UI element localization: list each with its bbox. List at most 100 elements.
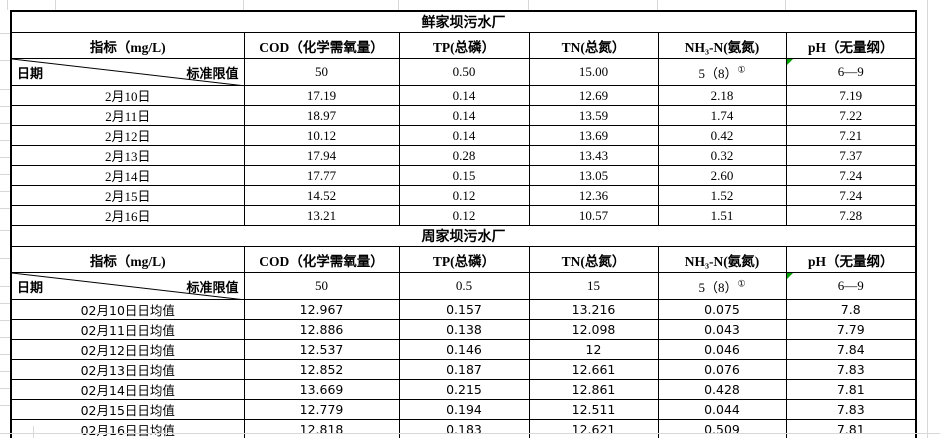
spreadsheet-gridline xyxy=(0,303,10,304)
data-row: 2月13日 17.94 0.28 13.43 0.32 7.37 xyxy=(10,145,917,166)
spreadsheet-gridline xyxy=(0,191,10,192)
value-cell: 18.97 xyxy=(243,105,400,126)
spreadsheet-gridline xyxy=(243,0,244,10)
value-cell: 12.36 xyxy=(528,185,659,206)
value-cell: 0.42 xyxy=(657,125,787,146)
spreadsheet-gridline xyxy=(0,140,10,141)
green-corner-flag-icon xyxy=(787,273,793,279)
spreadsheet-gridline xyxy=(0,123,10,124)
value-cell: 1.52 xyxy=(657,185,787,206)
spreadsheet-gridline xyxy=(0,371,10,372)
spreadsheet-gridline xyxy=(0,405,10,406)
column-header-cod: COD（化学需氧量） xyxy=(243,32,400,59)
spreadsheet-gridline xyxy=(0,286,10,287)
data-row: 02月14日日均值 13.669 0.215 12.861 0.428 7.81 xyxy=(10,379,917,400)
value-cell: 12.098 xyxy=(528,319,659,340)
date-cell: 02月11日日均值 xyxy=(10,319,245,340)
date-cell: 2月13日 xyxy=(10,145,245,166)
data-row: 2月12日 10.12 0.14 13.69 0.42 7.21 xyxy=(10,125,917,146)
value-cell: 12.852 xyxy=(243,359,400,380)
value-cell: 0.215 xyxy=(398,379,530,400)
value-cell: 0.428 xyxy=(657,379,787,400)
spreadsheet-gridline xyxy=(33,426,34,438)
corner-date-label: 日期 xyxy=(17,65,44,81)
value-cell: 12.537 xyxy=(243,339,400,360)
spreadsheet-gridline xyxy=(55,0,56,10)
date-cell: 2月15日 xyxy=(10,185,245,206)
spreadsheet-gridline xyxy=(0,354,10,355)
value-cell: 0.183 xyxy=(398,419,530,438)
corner-limit-label: 标准限值 xyxy=(186,65,239,81)
date-cell: 02月15日日均值 xyxy=(10,399,245,420)
value-cell: 17.77 xyxy=(243,165,400,186)
value-cell: 13.43 xyxy=(528,145,659,166)
value-cell: 10.57 xyxy=(528,205,659,226)
limit-value-text: 5（8） xyxy=(698,279,738,295)
spreadsheet-gridline xyxy=(0,230,10,231)
limit-value-tn: 15 xyxy=(528,272,659,300)
value-cell: 14.52 xyxy=(243,185,400,206)
column-header-ph: pH（无量纲） xyxy=(785,32,917,59)
date-cell: 02月12日日均值 xyxy=(10,339,245,360)
corner-date-label: 日期 xyxy=(17,279,44,295)
value-cell: 1.74 xyxy=(657,105,787,126)
value-cell: 12.779 xyxy=(243,399,400,420)
water-quality-report: 鲜家坝污水厂 指标（mg/L) COD（化学需氧量） TP(总磷） TN(总氮）… xyxy=(10,10,917,438)
spreadsheet-gridline xyxy=(528,0,529,10)
date-limit-corner-cell: 日期 标准限值 xyxy=(10,272,245,300)
column-header-tp: TP(总磷） xyxy=(398,246,530,273)
value-cell: 7.22 xyxy=(785,105,917,126)
value-cell: 17.94 xyxy=(243,145,400,166)
spreadsheet-gridline xyxy=(657,0,658,10)
spreadsheet-gridline xyxy=(0,388,10,389)
limit-value-text: 6—9 xyxy=(837,64,864,79)
spreadsheet-gridline xyxy=(0,106,10,107)
value-cell: 7.19 xyxy=(785,85,917,106)
column-header-tn: TN(总氮） xyxy=(528,246,659,273)
plant-2-data-rows: 02月10日日均值 12.967 0.157 13.216 0.075 7.8 02月11日… xyxy=(10,299,917,438)
limit-value-tp: 0.5 xyxy=(398,272,530,300)
value-cell: 13.669 xyxy=(243,379,400,400)
value-cell: 0.12 xyxy=(398,205,530,226)
value-cell: 0.12 xyxy=(398,185,530,206)
value-cell: 0.187 xyxy=(398,359,530,380)
value-cell: 2.60 xyxy=(657,165,787,186)
column-header-cod: COD（化学需氧量） xyxy=(243,246,400,273)
value-cell: 0.14 xyxy=(398,105,530,126)
spreadsheet-gridline xyxy=(0,60,10,61)
value-cell: 0.138 xyxy=(398,319,530,340)
value-cell: 12.967 xyxy=(243,299,400,320)
corner-limit-label: 标准限值 xyxy=(186,279,239,295)
value-cell: 0.194 xyxy=(398,399,530,420)
value-cell: 12.511 xyxy=(528,399,659,420)
plant-title: 周家坝污水厂 xyxy=(10,225,917,247)
spreadsheet-gridline xyxy=(0,33,10,34)
value-cell: 12.621 xyxy=(528,419,659,438)
value-cell: 7.28 xyxy=(785,205,917,226)
spreadsheet-gridline xyxy=(785,0,786,10)
date-cell: 2月11日 xyxy=(10,105,245,126)
spreadsheet-gridline xyxy=(0,433,940,434)
value-cell: 1.51 xyxy=(657,205,787,226)
limit-value-ph: 6—9 xyxy=(785,272,917,300)
table-section-1: 鲜家坝污水厂 xyxy=(10,10,917,33)
value-cell: 7.81 xyxy=(785,419,917,438)
value-cell: 12.861 xyxy=(528,379,659,400)
report-table: 鲜家坝污水厂 指标（mg/L) COD（化学需氧量） TP(总磷） TN(总氮）… xyxy=(10,10,917,438)
plant-title: 鲜家坝污水厂 xyxy=(10,10,917,33)
limit-value-cod: 50 xyxy=(243,58,400,86)
limit-value-ph: 6—9 xyxy=(785,58,917,86)
spreadsheet-gridline xyxy=(398,0,399,10)
spreadsheet-gridline xyxy=(0,89,10,90)
limit-value-nh3n: 5（8）① xyxy=(657,272,787,300)
date-cell: 2月12日 xyxy=(10,125,245,146)
value-cell: 0.14 xyxy=(398,125,530,146)
value-cell: 7.37 xyxy=(785,145,917,166)
value-cell: 7.8 xyxy=(785,299,917,320)
data-row: 2月14日 17.77 0.15 13.05 2.60 7.24 xyxy=(10,165,917,186)
value-cell: 0.28 xyxy=(398,145,530,166)
data-row: 2月16日 13.21 0.12 10.57 1.51 7.28 xyxy=(10,205,917,226)
data-row: 02月13日日均值 12.852 0.187 12.661 0.076 7.83 xyxy=(10,359,917,380)
limit-value-cod: 50 xyxy=(243,272,400,300)
spreadsheet-gridline xyxy=(0,208,10,209)
